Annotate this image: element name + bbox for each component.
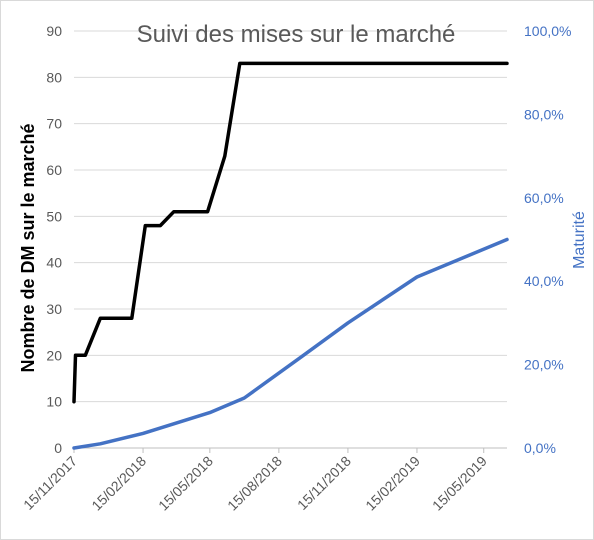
y-tick-label-left: 60 — [46, 162, 62, 178]
y-tick-label-left: 0 — [54, 440, 62, 456]
y-axis-label-right: Maturité — [571, 211, 588, 269]
y-tick-label-right: 100,0% — [524, 23, 571, 39]
y-tick-label-left: 30 — [46, 301, 62, 317]
x-tick-label: 15/02/2018 — [88, 453, 149, 514]
y-tick-label-left: 90 — [46, 23, 62, 39]
y-tick-label-left: 20 — [46, 347, 62, 363]
series-line-maturite — [72, 237, 509, 450]
x-tick-label: 15/11/2017 — [20, 453, 80, 513]
y-tick-label-right: 60,0% — [524, 190, 564, 206]
y-tick-label-right: 40,0% — [524, 273, 564, 289]
x-tick-label: 15/08/2018 — [224, 453, 285, 514]
series-line-dm-count — [72, 61, 509, 404]
right-y-ticks: 0,0% 20,0% 40,0% 60,0% 80,0% 100,0% — [524, 23, 571, 456]
y-tick-label-right: 0,0% — [524, 440, 556, 456]
y-tick-label-left: 50 — [46, 208, 62, 224]
y-tick-label-left: 10 — [46, 394, 62, 410]
x-tick-label: 15/02/2019 — [362, 453, 423, 514]
x-tick-label: 15/05/2018 — [155, 453, 216, 514]
y-tick-label-left: 40 — [46, 255, 62, 271]
series-lines — [72, 61, 509, 450]
x-ticks: 15/11/2017 15/02/2018 15/05/2018 15/08/2018… — [20, 448, 490, 514]
y-tick-label-right: 20,0% — [524, 357, 564, 373]
y-tick-label-right: 80,0% — [524, 106, 564, 122]
gridlines — [74, 30, 507, 449]
y-tick-label-left: 70 — [46, 116, 62, 132]
x-tick-label: 15/05/2019 — [429, 453, 490, 514]
y-axis-label-left: Nombre de DM sur le marché — [18, 123, 38, 372]
left-y-ticks: 0 10 20 30 40 50 60 70 80 90 — [46, 23, 62, 456]
y-tick-label-left: 80 — [46, 69, 62, 85]
chart-title: Suivi des mises sur le marché — [137, 21, 456, 48]
x-tick-label: 15/11/2018 — [294, 453, 354, 513]
